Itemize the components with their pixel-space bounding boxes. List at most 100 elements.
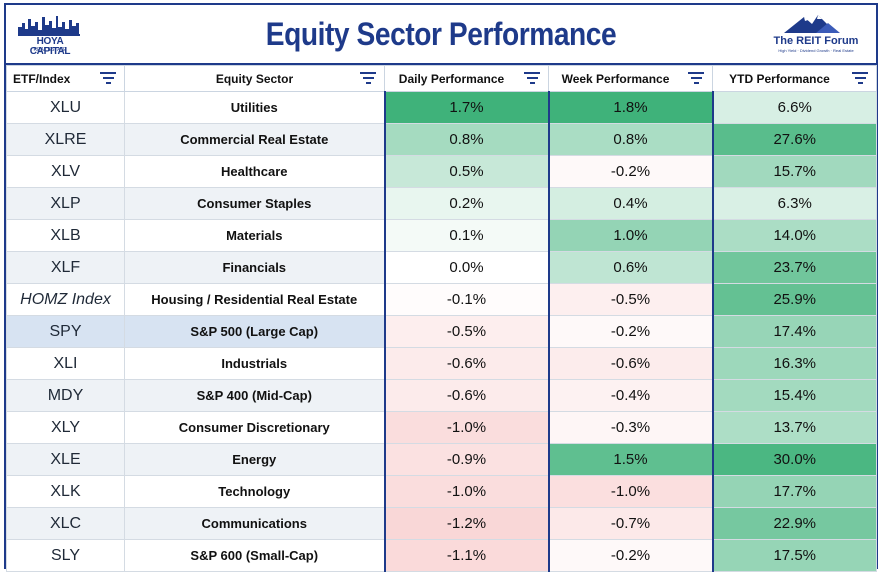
table-row: SPY S&P 500 (Large Cap) -0.5% -0.2% 17.4% [6, 315, 877, 348]
week-performance-cell: 1.5% [547, 443, 713, 476]
daily-performance-cell: -1.0% [383, 411, 549, 444]
ticker-cell: XLRE [6, 123, 125, 156]
ytd-performance-cell: 27.6% [711, 123, 877, 156]
ticker-cell: XLI [6, 347, 125, 380]
page-title: Equity Sector Performance [265, 16, 617, 52]
ticker-cell: HOMZ Index [6, 283, 125, 316]
ticker-cell: XLB [6, 219, 125, 252]
filter-icon[interactable] [100, 72, 116, 86]
daily-performance-cell: 0.0% [383, 251, 549, 284]
filter-icon[interactable] [688, 72, 704, 86]
hoya-capital-subtitle: REAL ESTATE [33, 47, 67, 53]
ticker-cell: XLK [6, 475, 125, 508]
ytd-performance-cell: 14.0% [711, 219, 877, 252]
week-performance-cell: -0.5% [547, 283, 713, 316]
week-performance-cell: -1.0% [547, 475, 713, 508]
daily-performance-cell: 1.7% [383, 91, 549, 124]
week-performance-cell: 0.4% [547, 187, 713, 220]
table-row: XLK Technology -1.0% -1.0% 17.7% [6, 475, 877, 508]
sector-cell: Healthcare [124, 155, 385, 188]
ytd-performance-cell: 13.7% [711, 411, 877, 444]
sector-cell: S&P 500 (Large Cap) [124, 315, 385, 348]
table-header-row: ETF/Index Equity Sector Daily Performanc… [6, 65, 877, 92]
ytd-performance-cell: 17.4% [711, 315, 877, 348]
ticker-cell: SLY [6, 539, 125, 572]
column-header-ytd[interactable]: YTD Performance [712, 65, 877, 92]
week-performance-cell: 0.6% [547, 251, 713, 284]
ticker-cell: XLU [6, 91, 125, 124]
week-performance-cell: 1.8% [547, 91, 713, 124]
daily-performance-cell: -1.2% [383, 507, 549, 540]
ytd-performance-cell: 17.7% [711, 475, 877, 508]
sector-cell: Consumer Staples [124, 187, 385, 220]
week-performance-cell: -0.2% [547, 155, 713, 188]
daily-performance-cell: 0.2% [383, 187, 549, 220]
table-row: XLB Materials 0.1% 1.0% 14.0% [6, 219, 877, 252]
table-row: XLV Healthcare 0.5% -0.2% 15.7% [6, 155, 877, 188]
daily-performance-cell: 0.5% [383, 155, 549, 188]
table-row: XLU Utilities 1.7% 1.8% 6.6% [6, 91, 877, 124]
table-row: XLP Consumer Staples 0.2% 0.4% 6.3% [6, 187, 877, 220]
column-header-daily[interactable]: Daily Performance [384, 65, 549, 92]
column-header-week[interactable]: Week Performance [548, 65, 713, 92]
ytd-performance-cell: 23.7% [711, 251, 877, 284]
daily-performance-cell: -0.5% [383, 315, 549, 348]
week-performance-cell: -0.2% [547, 315, 713, 348]
skyline-icon [18, 16, 80, 36]
sector-cell: Technology [124, 475, 385, 508]
reit-forum-logo: The REIT Forum High Yield · Dividend Gro… [766, 11, 866, 57]
sector-cell: Utilities [124, 91, 385, 124]
sector-cell: Energy [124, 443, 385, 476]
week-performance-cell: -0.3% [547, 411, 713, 444]
table-row: XLF Financials 0.0% 0.6% 23.7% [6, 251, 877, 284]
week-performance-cell: -0.6% [547, 347, 713, 380]
column-header-label: Week Performance [561, 71, 670, 86]
sector-cell: Materials [124, 219, 385, 252]
reit-forum-tagline: High Yield · Dividend Growth · Real Esta… [778, 48, 854, 53]
filter-icon[interactable] [524, 72, 540, 86]
ytd-performance-cell: 6.6% [711, 91, 877, 124]
column-header-sector[interactable]: Equity Sector [124, 65, 385, 92]
column-header-label: Daily Performance [398, 71, 505, 86]
performance-panel: HOYA CAPITAL REAL ESTATE Equity Sector P… [4, 3, 878, 572]
ticker-cell: XLV [6, 155, 125, 188]
ticker-cell: XLE [6, 443, 125, 476]
daily-performance-cell: 0.1% [383, 219, 549, 252]
table-row: HOMZ Index Housing / Residential Real Est… [6, 283, 877, 316]
daily-performance-cell: -0.6% [383, 347, 549, 380]
daily-performance-cell: -0.1% [383, 283, 549, 316]
filter-icon[interactable] [360, 72, 376, 86]
table-row: XLE Energy -0.9% 1.5% 30.0% [6, 443, 877, 476]
filter-icon[interactable] [852, 72, 868, 86]
ytd-performance-cell: 30.0% [711, 443, 877, 476]
ticker-cell: XLP [6, 187, 125, 220]
daily-performance-cell: -0.9% [383, 443, 549, 476]
column-header-label: ETF/Index [13, 71, 71, 86]
daily-performance-cell: -0.6% [383, 379, 549, 412]
table-row: XLC Communications -1.2% -0.7% 22.9% [6, 507, 877, 540]
mountain-icon [784, 15, 840, 33]
daily-performance-cell: -1.1% [383, 539, 549, 572]
week-performance-cell: -0.2% [547, 539, 713, 572]
ticker-cell: XLC [6, 507, 125, 540]
ytd-performance-cell: 6.3% [711, 187, 877, 220]
ticker-cell: XLF [6, 251, 125, 284]
daily-performance-cell: -1.0% [383, 475, 549, 508]
sector-cell: S&P 400 (Mid-Cap) [124, 379, 385, 412]
ytd-performance-cell: 17.5% [711, 539, 877, 572]
hoya-capital-logo: HOYA CAPITAL REAL ESTATE [16, 13, 84, 57]
sector-cell: Communications [124, 507, 385, 540]
hoya-capital-name: HOYA CAPITAL [29, 36, 71, 57]
reit-forum-name: The REIT Forum [773, 35, 859, 47]
sector-cell: Financials [124, 251, 385, 284]
ticker-cell: MDY [6, 379, 125, 412]
ytd-performance-cell: 15.7% [711, 155, 877, 188]
ytd-performance-cell: 22.9% [711, 507, 877, 540]
week-performance-cell: -0.7% [547, 507, 713, 540]
ytd-performance-cell: 15.4% [711, 379, 877, 412]
daily-performance-cell: 0.8% [383, 123, 549, 156]
header: HOYA CAPITAL REAL ESTATE Equity Sector P… [6, 5, 876, 65]
table-row: MDY S&P 400 (Mid-Cap) -0.6% -0.4% 15.4% [6, 379, 877, 412]
table-row: XLI Industrials -0.6% -0.6% 16.3% [6, 347, 877, 380]
column-header-etf[interactable]: ETF/Index [6, 65, 125, 92]
